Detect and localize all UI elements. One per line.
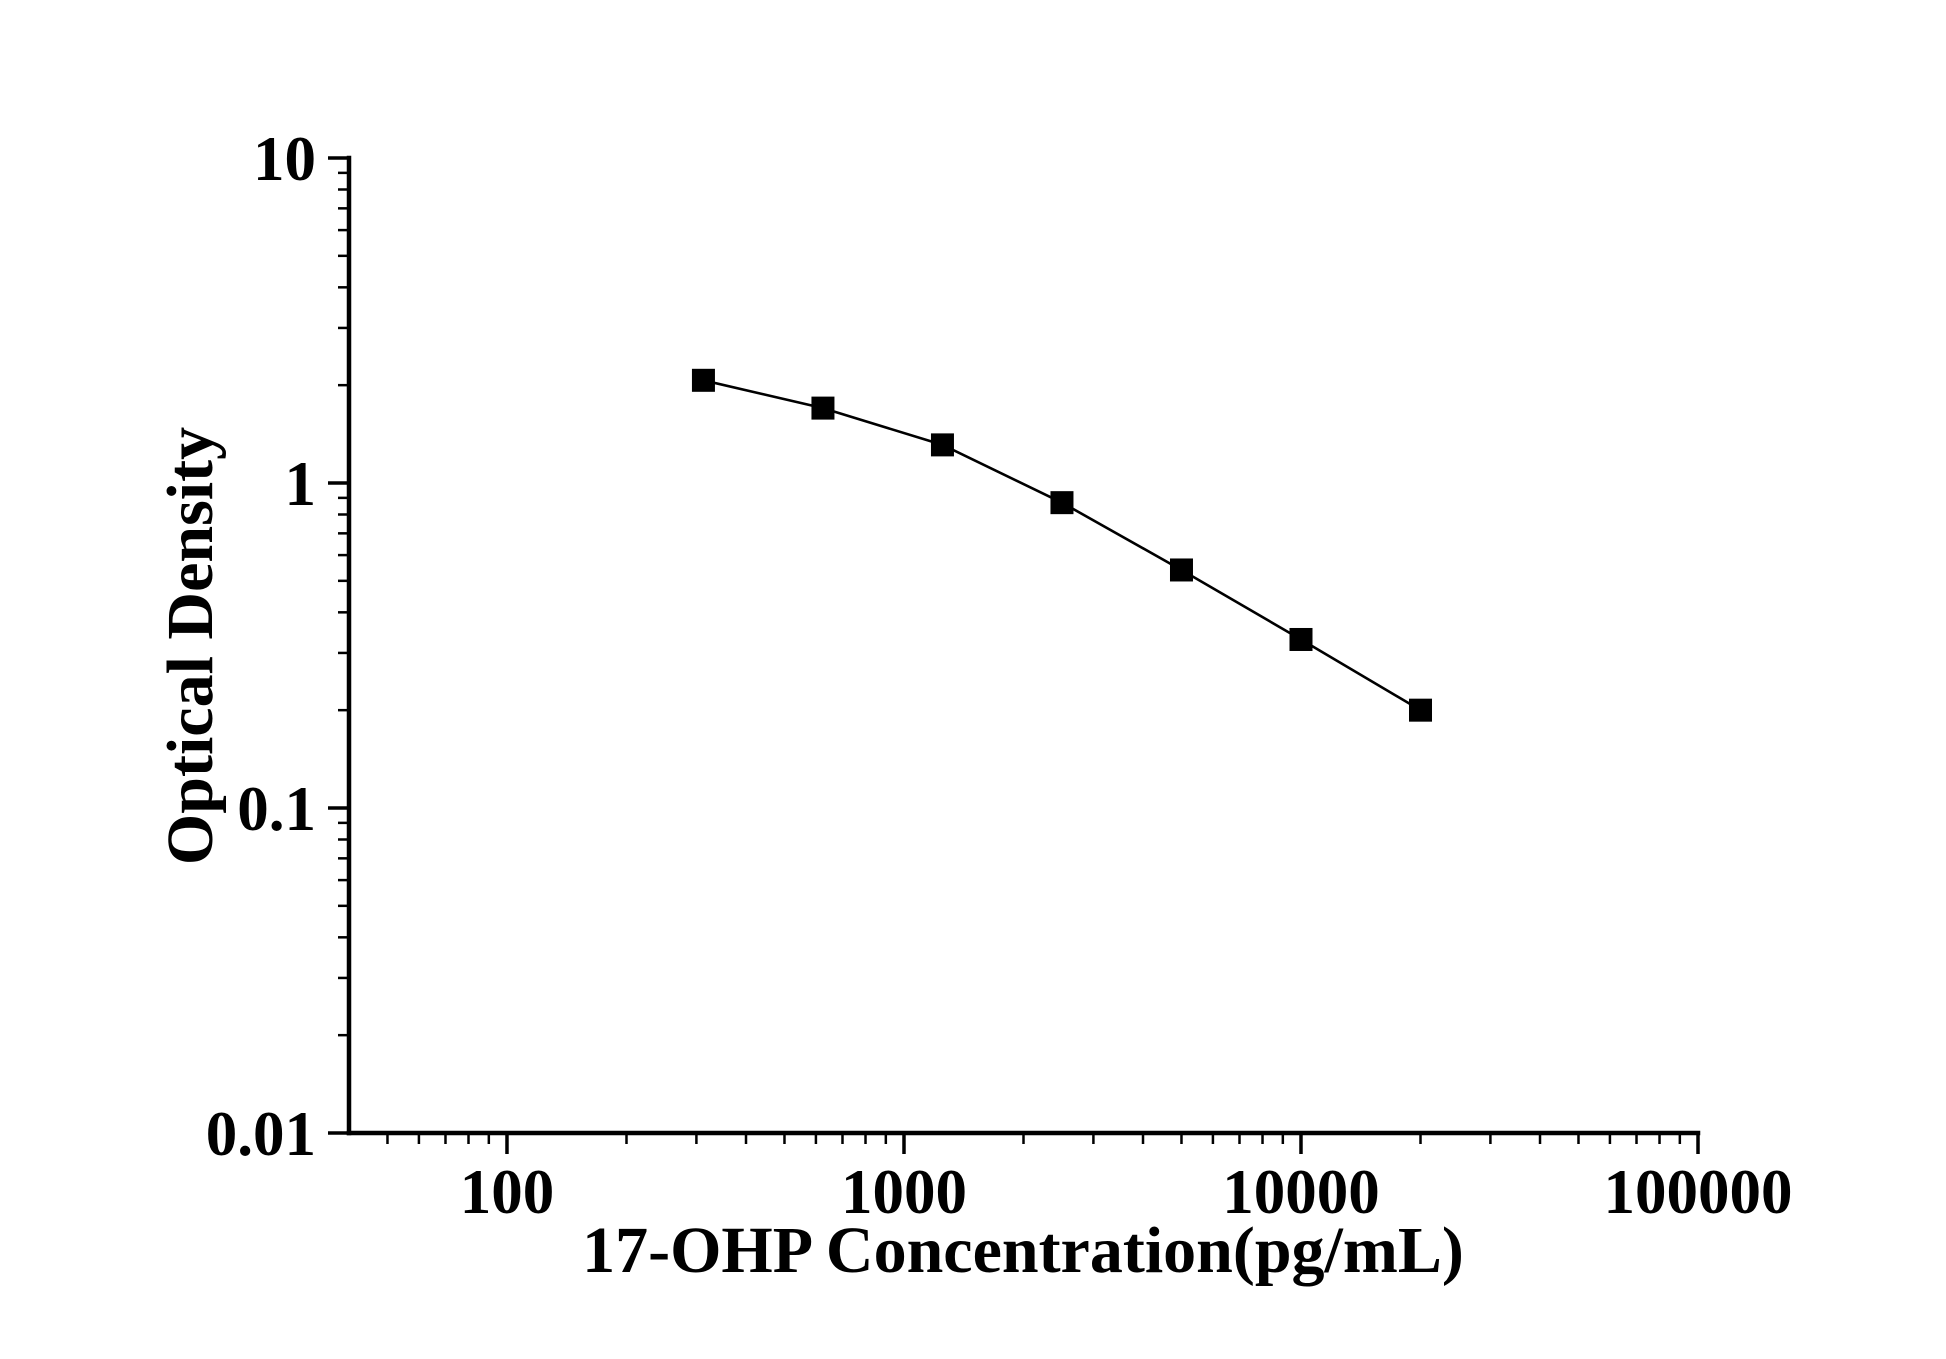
data-point-marker (930, 433, 954, 457)
data-point-marker (1289, 627, 1313, 651)
x-tick-label: 10000 (1222, 1157, 1380, 1227)
data-point-marker (1169, 558, 1193, 582)
x-tick-label: 100000 (1604, 1157, 1793, 1227)
y-axis-ticks (328, 156, 349, 1135)
axes (346, 155, 1701, 1136)
y-axis-tick-labels: 10 1 0.1 0.01 (206, 124, 316, 1169)
data-point-marker (1050, 491, 1074, 515)
y-axis-title: Optical Density (154, 427, 227, 865)
y-tick-label: 1 (285, 449, 317, 519)
x-tick-label: 100 (460, 1157, 555, 1227)
x-axis-ticks (386, 1133, 1700, 1154)
data-point-marker (811, 396, 835, 420)
y-tick-label: 0.01 (206, 1099, 316, 1169)
x-axis-title: 17-OHP Concentration(pg/mL) (582, 1214, 1464, 1287)
series-line (703, 379, 1422, 712)
y-tick-label: 0.1 (237, 774, 316, 844)
data-series (691, 368, 1433, 722)
y-tick-label: 10 (253, 124, 316, 194)
x-tick-label: 1000 (841, 1157, 967, 1227)
data-point-marker (1409, 698, 1433, 722)
data-point-marker (691, 368, 715, 392)
x-axis-tick-labels: 100 1000 10000 100000 (460, 1157, 1793, 1227)
